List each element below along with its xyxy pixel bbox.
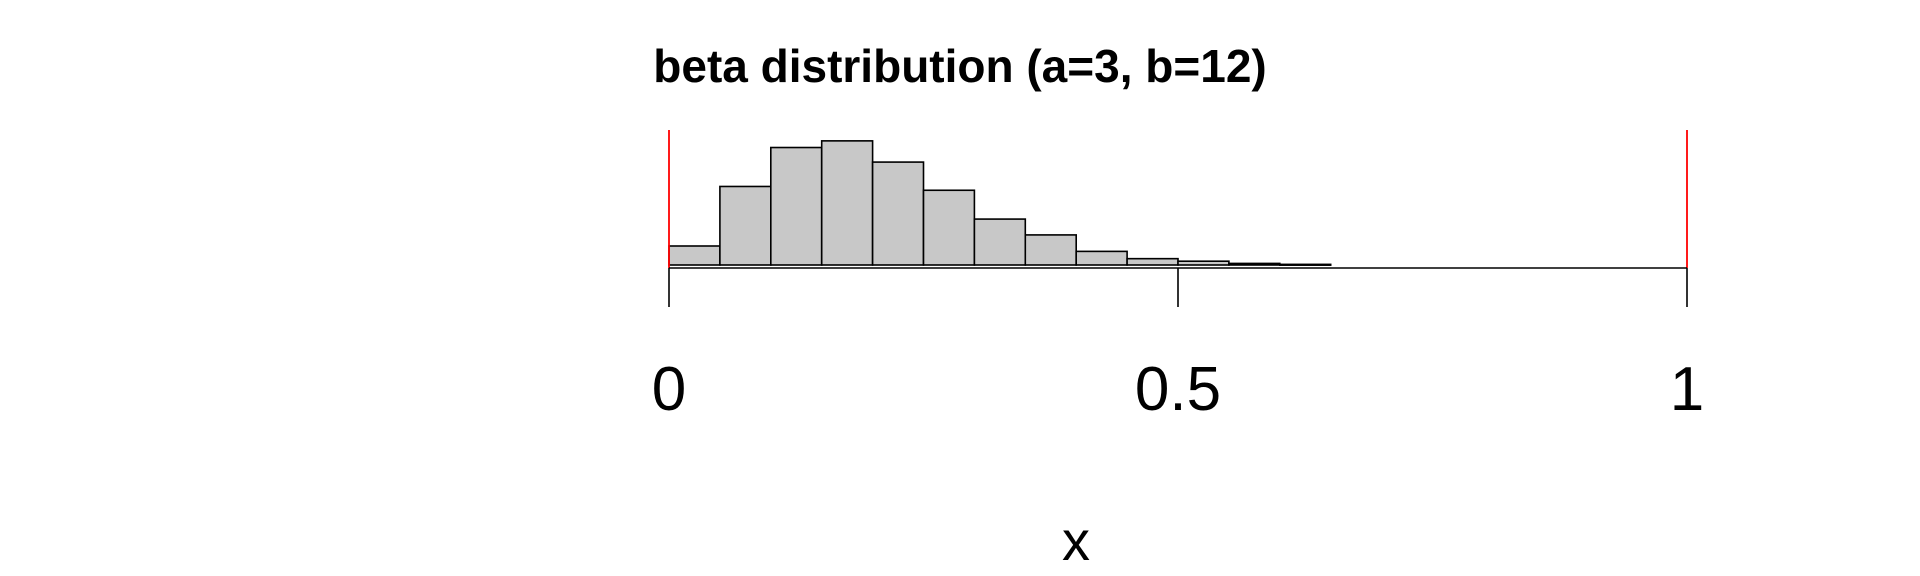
x-axis-label: x [1062,509,1090,572]
histogram-bar-8 [1075,250,1128,266]
chart-title: beta distribution (a=3, b=12) [653,40,1266,92]
histogram-bar-5 [922,189,976,266]
histogram-bar-1 [719,185,772,266]
histogram-bar-10 [1177,260,1230,266]
x-tick-label-2: 1 [1670,355,1704,424]
x-tick-label-1: 0.5 [1135,355,1221,424]
histogram-bar-12 [1279,263,1332,266]
histogram-bar-6 [973,218,1027,266]
histogram-bar-0 [668,245,721,266]
histogram-bar-2 [769,146,823,266]
histogram-bars [668,140,1332,266]
histogram-bar-3 [820,140,874,266]
reference-lines [668,130,1688,268]
x-tick-label-0: 0 [652,355,686,424]
x-axis-ticks: 0 0.5 1 [652,268,1704,424]
histogram-bar-9 [1126,257,1179,266]
histogram-bar-11 [1228,262,1281,266]
histogram-bar-7 [1024,234,1078,266]
histogram-bar-4 [871,161,925,266]
